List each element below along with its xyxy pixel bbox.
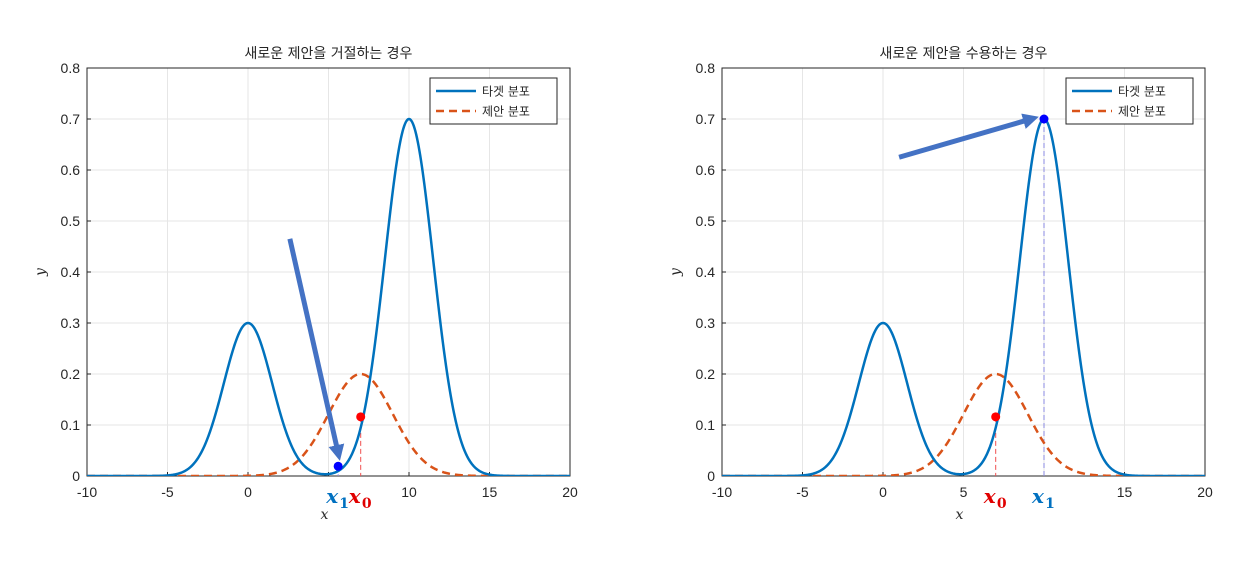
legend-label: 타겟 분포 [1118,85,1166,99]
x-tick-label: 20 [562,484,578,500]
x-tick-label: -10 [712,484,732,500]
legend-box [429,77,558,125]
x-tick-label: 5 [960,484,968,500]
y-tick-label: 0.5 [61,213,81,229]
legend-label: 제안 분포 [1118,105,1166,119]
y-axis-label: y [668,267,684,277]
series-line-target [722,117,1205,476]
annotation-arrow [287,238,345,461]
y-tick-label: 0.2 [696,366,716,382]
y-tick-label: 0.4 [61,264,81,280]
y-tick-label: 0.4 [696,264,716,280]
y-tick-label: 0.6 [61,162,81,178]
y-tick-label: 0.1 [61,417,81,433]
y-tick-label: 0 [72,468,80,484]
x1-label: x [1031,484,1045,508]
y-tick-label: 0.1 [696,417,716,433]
legend-label: 제안 분포 [482,105,530,119]
x1-label-subscript: 1 [1045,496,1055,512]
series-line-target [87,117,570,476]
chart-panel-1: -10 -5 0 10 15 2000.10.20.30.40.50.60.70.8새로운… [33,46,578,523]
y-tick-label: 0.3 [696,315,716,331]
y-axis-label: y [33,267,49,277]
chart-title: 새로운 제안을 거절하는 경우 [245,46,413,62]
x-axis-label: x [321,507,329,523]
chart-title: 새로운 제안을 수용하는 경우 [880,46,1048,62]
x1-label: x [325,484,339,508]
x0-label-subscript: 0 [997,496,1007,512]
y-tick-label: 0.6 [696,162,716,178]
point-x0 [991,412,1001,422]
chart-panel-2: -10 -5 0 5 15 20 0 0.1 0.2 0.3 0.4 0.5 0.6 0.7 0.8 새로운 … [668,46,1213,523]
x-tick-label: 15 [482,484,498,500]
y-tick-label: 0.3 [61,315,81,331]
point-x1 [333,461,343,471]
x-tick-label: 20 [1197,484,1213,500]
y-tick-label: 0.8 [61,60,81,76]
x-tick-label: -5 [796,484,809,500]
x0-label: x [348,484,362,508]
x-tick-label: -10 [77,484,97,500]
point-x0 [356,412,366,422]
x-tick-label: 0 [244,484,252,500]
point-x1 [1039,114,1049,124]
y-tick-label: 0.5 [696,213,716,229]
y-tick-label: 0.7 [61,111,81,127]
x-axis-label: x [956,507,964,523]
x-tick-label: 15 [1117,484,1133,500]
legend-box [1065,77,1194,125]
x0-label-subscript: 0 [362,496,372,512]
x-tick-label: 10 [401,484,417,500]
x1-label-subscript: 1 [339,496,349,512]
y-tick-label: 0 [707,468,715,484]
x0-label: x [983,484,997,508]
y-tick-label: 0.8 [696,60,716,76]
x-tick-label: 0 [879,484,887,500]
y-tick-label: 0.7 [696,111,716,127]
x-tick-label: -5 [161,484,174,500]
annotation-arrow [898,113,1039,160]
y-tick-label: 0.2 [61,366,81,382]
legend-label: 타겟 분포 [482,85,530,99]
